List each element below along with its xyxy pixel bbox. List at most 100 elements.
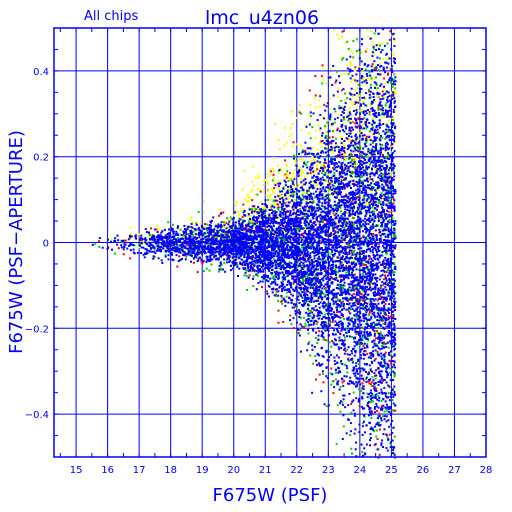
data-point: [281, 299, 283, 302]
data-point: [385, 408, 388, 411]
data-point: [333, 313, 336, 316]
data-point: [379, 381, 382, 384]
data-point: [391, 389, 394, 391]
data-point: [278, 232, 281, 234]
data-point: [339, 332, 342, 335]
data-point: [362, 357, 365, 360]
data-point: [185, 233, 188, 235]
data-point: [290, 179, 293, 182]
data-point: [227, 226, 230, 229]
data-point: [301, 268, 304, 270]
data-point: [281, 261, 284, 264]
data-point: [393, 232, 396, 235]
data-point: [133, 252, 136, 255]
data-point: [372, 213, 374, 216]
data-point: [225, 230, 228, 233]
data-point: [318, 99, 321, 102]
data-point: [338, 167, 341, 170]
data-point: [136, 233, 139, 236]
data-point: [314, 211, 316, 214]
data-point: [335, 225, 338, 228]
data-point: [394, 292, 396, 295]
data-point: [306, 195, 309, 198]
data-point: [301, 243, 304, 246]
data-point: [362, 174, 365, 177]
data-point: [386, 200, 389, 203]
data-point: [357, 215, 360, 218]
data-point: [382, 341, 385, 344]
data-point: [320, 169, 323, 172]
data-point: [376, 224, 379, 227]
data-point: [368, 231, 371, 234]
data-point: [376, 344, 379, 347]
data-point: [369, 77, 372, 80]
data-point: [382, 284, 385, 287]
data-point: [342, 258, 345, 261]
data-point: [320, 172, 323, 175]
data-point: [366, 198, 369, 201]
data-point: [192, 230, 195, 233]
data-point: [319, 301, 322, 304]
data-point: [347, 245, 350, 248]
data-point: [308, 304, 311, 307]
data-point: [276, 207, 278, 210]
data-point: [365, 205, 368, 208]
data-point: [253, 260, 256, 263]
data-point: [304, 225, 307, 228]
data-point: [372, 126, 374, 129]
data-point: [391, 51, 394, 54]
data-point: [330, 309, 333, 312]
data-point: [301, 276, 304, 279]
data-point: [359, 162, 362, 165]
data-point: [354, 428, 357, 431]
data-point: [368, 370, 370, 373]
data-point: [329, 323, 331, 326]
data-point: [384, 181, 387, 184]
data-point: [271, 167, 274, 170]
data-point: [350, 80, 353, 83]
data-point: [110, 237, 113, 240]
data-point: [373, 332, 376, 335]
data-point: [218, 270, 221, 273]
data-point: [355, 98, 358, 101]
data-point: [338, 161, 341, 164]
data-point: [259, 262, 262, 264]
data-point: [379, 155, 382, 158]
data-point: [367, 260, 370, 263]
data-point: [281, 282, 284, 285]
data-point: [361, 382, 364, 385]
data-point: [255, 247, 257, 250]
data-point: [375, 343, 378, 346]
data-point: [138, 246, 140, 249]
data-point: [316, 285, 319, 288]
data-point: [383, 249, 386, 252]
data-point: [319, 150, 322, 152]
data-point: [287, 240, 290, 243]
data-point: [352, 250, 355, 253]
data-point: [247, 227, 250, 230]
data-point: [394, 343, 397, 346]
data-point: [370, 384, 373, 387]
data-point: [291, 275, 294, 278]
data-point: [370, 264, 373, 266]
data-point: [387, 195, 390, 198]
data-point: [371, 158, 374, 161]
data-point: [357, 125, 360, 128]
data-point: [320, 142, 323, 145]
data-point: [390, 271, 393, 274]
data-point: [303, 244, 306, 247]
data-point: [265, 229, 268, 232]
data-point: [322, 78, 325, 81]
data-point: [206, 223, 209, 226]
data-point: [200, 224, 203, 227]
data-point: [320, 140, 322, 143]
data-point: [344, 145, 347, 148]
data-point: [388, 134, 391, 137]
data-point: [389, 246, 391, 249]
data-point: [230, 237, 233, 240]
data-point: [321, 258, 324, 261]
data-point: [304, 124, 307, 127]
data-point: [307, 321, 310, 324]
data-point: [121, 241, 124, 244]
data-point: [248, 200, 250, 202]
